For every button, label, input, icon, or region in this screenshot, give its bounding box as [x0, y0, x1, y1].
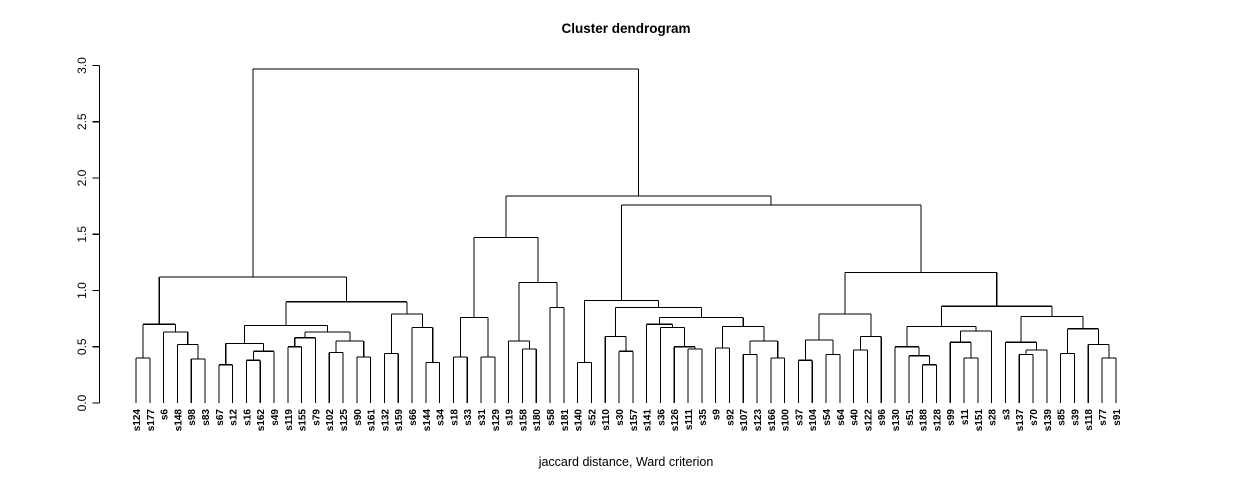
- leaf-label: s140: [574, 409, 585, 432]
- leaf-label: s132: [380, 409, 391, 432]
- chart-title: Cluster dendrogram: [561, 21, 690, 36]
- leaf-label: s157: [629, 409, 640, 432]
- leaf-label: s166: [767, 409, 778, 432]
- leaf-label: s35: [698, 409, 709, 426]
- leaf-label: s99: [946, 409, 957, 426]
- leaf-label: s104: [808, 409, 819, 432]
- leaf-label: s122: [863, 409, 874, 432]
- leaf-labels: s124 s177 s6 s148 s98 s83 s67 s12 s16 s162 s49 s119…: [132, 409, 1123, 432]
- leaf-label: s16: [242, 409, 253, 426]
- leaf-label: s144: [422, 409, 433, 432]
- leaf-label: s123: [753, 409, 764, 432]
- leaf-label: s92: [725, 409, 736, 426]
- leaf-label: s49: [270, 409, 281, 426]
- leaf-label: s18: [449, 409, 460, 426]
- leaf-label: s177: [146, 409, 157, 432]
- leaf-label: s40: [850, 409, 861, 426]
- leaf-label: s36: [656, 409, 667, 426]
- leaf-label: s67: [215, 409, 226, 426]
- leaf-label: s162: [256, 409, 267, 432]
- leaf-label: s37: [794, 409, 805, 426]
- y-axis-tick-label: 2.0: [75, 169, 89, 186]
- leaf-label: s70: [1029, 409, 1040, 426]
- leaf-label: s180: [532, 409, 543, 432]
- leaf-label: s58: [546, 409, 557, 426]
- leaf-label: s110: [601, 409, 612, 431]
- leaf-label: s79: [311, 409, 322, 426]
- leaf-label: s54: [822, 409, 833, 426]
- x-axis-label: jaccard distance, Ward criterion: [538, 455, 714, 469]
- leaf-label: s85: [1057, 409, 1068, 426]
- leaf-label: s130: [891, 409, 902, 432]
- leaf-label: s33: [463, 409, 474, 426]
- leaf-label: s31: [477, 409, 488, 426]
- leaf-label: s128: [932, 409, 943, 432]
- leaf-label: s66: [408, 409, 419, 426]
- leaf-label: s125: [339, 409, 350, 432]
- leaf-label: s181: [560, 409, 571, 432]
- leaf-label: s118: [1084, 409, 1095, 431]
- leaf-label: s137: [1015, 409, 1026, 432]
- leaf-label: s148: [173, 409, 184, 432]
- leaf-label: s161: [367, 409, 378, 432]
- leaf-label: s3: [1001, 409, 1012, 421]
- leaf-label: s83: [201, 409, 212, 426]
- leaf-label: s90: [353, 409, 364, 426]
- y-axis-tick-label: 1.0: [75, 282, 89, 299]
- leaf-label: s139: [1043, 409, 1054, 432]
- y-axis: 0.0 0.5 1.0 1.5 2.0 2.5 3.0: [75, 57, 101, 411]
- y-axis-tick-label: 1.5: [75, 226, 89, 243]
- leaf-label: s34: [436, 409, 447, 426]
- leaf-label: s30: [615, 409, 626, 426]
- leaf-label: s12: [229, 409, 240, 426]
- leaf-label: s126: [670, 409, 681, 432]
- leaf-label: s107: [739, 409, 750, 432]
- y-axis-tick-label: 3.0: [75, 57, 89, 74]
- leaf-label: s158: [518, 409, 529, 432]
- leaf-label: s98: [187, 409, 198, 426]
- leaf-label: s51: [905, 409, 916, 426]
- leaf-label: s96: [877, 409, 888, 426]
- leaf-label: s39: [1070, 409, 1081, 426]
- leaf-label: s77: [1098, 409, 1109, 426]
- leaf-label: s151: [974, 409, 985, 432]
- leaf-label: s141: [643, 409, 654, 432]
- leaf-label: s188: [919, 409, 930, 432]
- leaf-label: s28: [988, 409, 999, 426]
- leaf-label: s64: [836, 409, 847, 426]
- y-axis-tick-label: 0.5: [75, 338, 89, 355]
- leaf-label: s111: [684, 409, 695, 431]
- leaf-label: s124: [132, 409, 143, 432]
- leaf-label: s9: [712, 409, 723, 421]
- leaf-label: s11: [960, 409, 971, 426]
- leaf-label: s52: [587, 409, 598, 426]
- y-axis-tick-label: 2.5: [75, 113, 89, 130]
- leaf-label: s100: [781, 409, 792, 432]
- y-axis-tick-label: 0.0: [75, 394, 89, 411]
- leaf-label: s6: [160, 409, 171, 421]
- leaf-label: s119: [284, 409, 295, 431]
- dendrogram-tree-lines: [135, 68, 1117, 403]
- leaf-label: s129: [491, 409, 502, 432]
- leaf-label: s159: [394, 409, 405, 432]
- leaf-label: s155: [298, 409, 309, 432]
- leaf-label: s102: [325, 409, 336, 432]
- leaf-label: s19: [505, 409, 516, 426]
- leaf-label: s91: [1112, 409, 1123, 426]
